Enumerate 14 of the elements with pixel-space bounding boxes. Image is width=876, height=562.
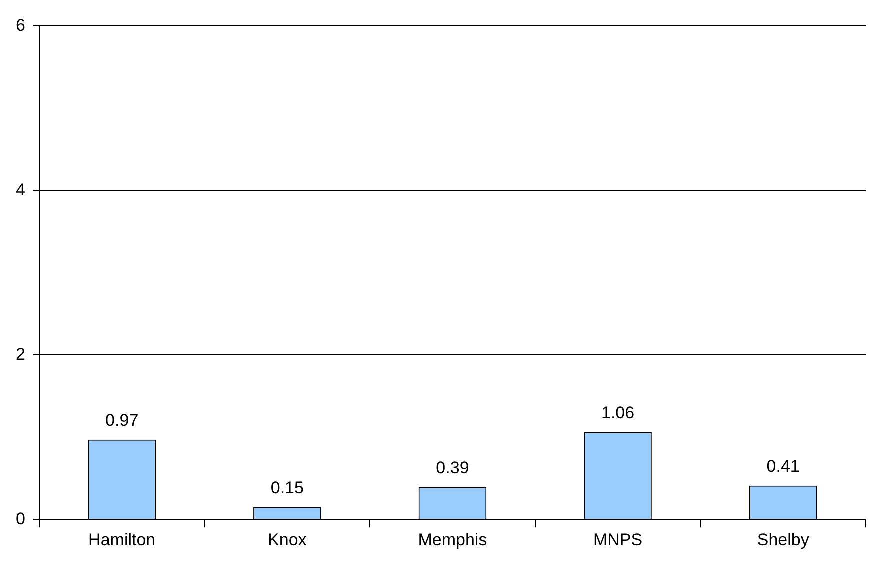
x-tick-label: MNPS — [593, 530, 643, 550]
y-tick-label: 2 — [16, 344, 26, 364]
x-tick-label: Shelby — [757, 530, 810, 550]
x-tick-label: Knox — [268, 530, 308, 550]
data-label: 0.39 — [436, 458, 470, 478]
x-tick-label: Hamilton — [88, 530, 156, 550]
y-tick-label: 4 — [16, 180, 26, 200]
data-label: 1.06 — [601, 404, 635, 423]
y-tick-label: 6 — [16, 16, 26, 35]
data-label: 0.41 — [766, 457, 800, 476]
data-label: 0.97 — [106, 411, 139, 430]
data-label: 0.15 — [270, 478, 304, 498]
x-tick-label: Memphis — [418, 530, 488, 550]
y-tick-label: 0 — [16, 509, 26, 528]
